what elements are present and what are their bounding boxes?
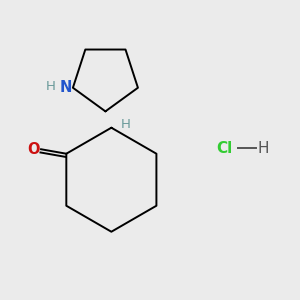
Text: H: H	[46, 80, 56, 93]
Text: N: N	[59, 80, 72, 95]
Text: Cl: Cl	[216, 141, 232, 156]
Text: O: O	[27, 142, 40, 157]
Text: H: H	[121, 118, 130, 131]
Text: H: H	[257, 141, 269, 156]
